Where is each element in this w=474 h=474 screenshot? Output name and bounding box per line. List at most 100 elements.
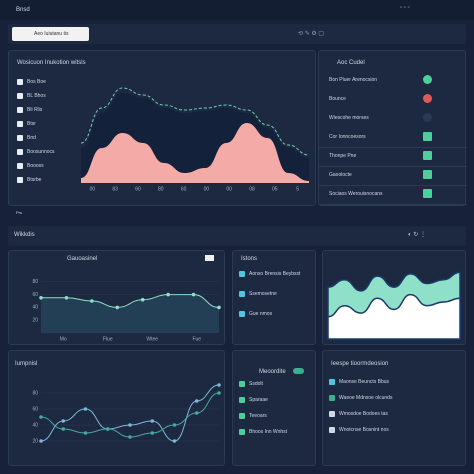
- list-row: Aonso Brensis Beybsst: [239, 271, 300, 278]
- footnote: Prs: [16, 210, 22, 215]
- list-label: Bli Rlis: [27, 107, 43, 113]
- list-icon: [17, 121, 23, 127]
- side-label: Thonpe Pne: [329, 153, 357, 159]
- status[interactable]: [423, 113, 432, 122]
- x-tick-label: 08: [249, 186, 255, 192]
- toggle[interactable]: [293, 368, 304, 374]
- list-row: Bli Rlis: [17, 107, 42, 114]
- side-row: Cor Ionncoesors: [319, 128, 467, 148]
- area-fill: [41, 294, 219, 333]
- list-label: Bnd: [27, 135, 36, 141]
- list-label: Gue nmos: [249, 311, 273, 317]
- side-panel: Aoc Cudel Bon Pluer Arenocsion Bounce Wies…: [318, 50, 467, 206]
- x-tick-label: 05: [272, 186, 278, 192]
- list-row: Teeoars: [239, 413, 267, 420]
- list-row: Boosunnocs: [17, 149, 55, 156]
- status[interactable]: [423, 94, 432, 103]
- y-tick-label: 60: [32, 406, 38, 412]
- line: [41, 294, 220, 308]
- list-icon: [17, 107, 23, 113]
- header-icons[interactable]: ⟲ ✎ ⚙ ▢: [298, 31, 325, 37]
- main-chart: 00 83 60 80 60 00 00 08 05 5: [80, 87, 310, 192]
- area: [327, 293, 461, 340]
- point: [39, 415, 43, 419]
- point: [194, 399, 199, 403]
- list-row: BL Bhos: [17, 93, 46, 100]
- list-label: Ssdolt: [249, 381, 263, 387]
- side-row: Wiescohe morses: [319, 109, 467, 128]
- list-icon: [239, 429, 245, 435]
- top-bar: Bnsd ▫ ▫ ▫: [0, 0, 474, 20]
- widgets-icons[interactable]: ◐ ↻ ⋮: [408, 232, 426, 238]
- widgets-header: Wikkdis ◐ ↻ ⋮: [8, 226, 466, 246]
- list-icon: [329, 411, 335, 417]
- point: [150, 431, 155, 435]
- list-icon: [17, 177, 23, 183]
- list-row: Waeoe Mdnsoe olcunds: [329, 395, 392, 402]
- y-tick-label: 20: [32, 438, 38, 444]
- list-label: Maonse Beuncts Bbus: [339, 379, 390, 385]
- y-tick-label: 80: [32, 279, 38, 285]
- line: [40, 392, 220, 438]
- list-row: Btsr: [17, 121, 36, 128]
- line: [80, 87, 310, 156]
- list2-panel: Meoordite Ssdolt Sparaae Teeoars Bhoos Inn …: [232, 350, 316, 466]
- side-label: Bounce: [329, 96, 346, 102]
- list-label: Waeoe Mdnsoe olcunds: [339, 395, 393, 401]
- list-label: Bhoos Inn Wnhst: [249, 429, 288, 435]
- status[interactable]: [423, 170, 432, 179]
- list-label: Sparaae: [249, 397, 268, 403]
- window-icons[interactable]: ▫ ▫ ▫: [400, 5, 410, 11]
- point: [115, 305, 120, 310]
- point: [217, 305, 221, 310]
- list-row: Bos Boe: [17, 79, 46, 86]
- y-tick-label: 80: [32, 390, 38, 396]
- status[interactable]: [423, 189, 432, 198]
- list-row: Sparaae: [239, 397, 268, 404]
- list-icon: [239, 397, 245, 403]
- list-row: Bhoos Inn Wnhst: [239, 429, 287, 436]
- list-icon: [239, 271, 245, 277]
- line2-panel: Iumpnisl 20 40 60 80: [8, 350, 225, 466]
- list-icon: [239, 413, 245, 419]
- search-box[interactable]: Aeo Iuiutanu tis: [12, 27, 89, 41]
- status[interactable]: [423, 75, 432, 84]
- list-row: Ssemosetne: [239, 291, 277, 298]
- list-label: Boooss: [27, 163, 44, 169]
- status[interactable]: [423, 151, 432, 160]
- x-tick-label: 00: [204, 186, 210, 192]
- list3-title: Ieespe tioormdeosion: [331, 361, 389, 367]
- point: [83, 407, 88, 411]
- list-label: Wnotcnse Bosnint nos: [339, 427, 389, 433]
- widgets-title: Wikkdis: [14, 232, 35, 238]
- list-icon: [329, 379, 335, 385]
- line-panel: Gauoasinel 20 40 60 80 Mo Flue Wtee Fue: [8, 250, 225, 345]
- list-icon: [239, 311, 245, 317]
- list-row: Boooss: [17, 163, 44, 170]
- toggle[interactable]: [205, 255, 214, 261]
- list-row: Wnotcnse Bosnint nos: [329, 427, 389, 434]
- area2-panel: [322, 250, 466, 345]
- line: [40, 384, 220, 442]
- side-row: Gaoolocte: [319, 166, 467, 186]
- point: [150, 419, 155, 423]
- list-icon: [17, 163, 23, 169]
- list-row: Wmosdoe Bodoes tas: [329, 411, 388, 418]
- x-tick-label: 80: [158, 186, 164, 192]
- list1-panel: Istons Aonso Brensis Beybsst Ssemosetne Gu…: [232, 250, 316, 345]
- list-row: Btsrbe: [17, 177, 41, 184]
- x-tick-label: Wtee: [146, 336, 158, 342]
- side-label: Sociaos Werouisnocans: [329, 191, 383, 197]
- x-tick-label: Flue: [103, 336, 113, 342]
- list-icon: [239, 291, 245, 297]
- status[interactable]: [423, 132, 432, 141]
- side-row: Bounce: [319, 90, 467, 109]
- list-row: Maonse Beuncts Bbus: [329, 379, 389, 386]
- x-tick-label: Fue: [192, 336, 201, 342]
- side-row: Thonpe Pne: [319, 147, 467, 167]
- point: [105, 427, 110, 431]
- main-title: Wosicuon Inukotion witsls: [17, 60, 86, 66]
- line-title: Gauoasinel: [67, 256, 98, 262]
- side-row: Bon Pluer Arenocsion: [319, 71, 467, 90]
